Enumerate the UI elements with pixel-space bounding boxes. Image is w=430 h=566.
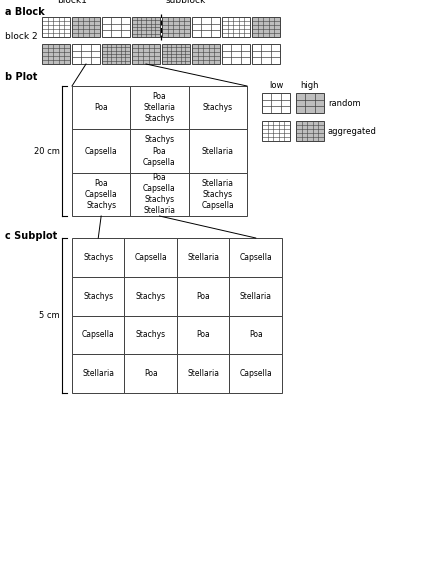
- Bar: [72, 173, 130, 216]
- Bar: [130, 173, 188, 216]
- Text: Poa: Poa: [144, 369, 157, 378]
- Text: Stachys: Stachys: [83, 253, 113, 262]
- Bar: [124, 354, 177, 393]
- Text: Stellaria: Stellaria: [201, 147, 233, 156]
- Text: Poa: Poa: [196, 291, 210, 301]
- Bar: [221, 44, 249, 64]
- Bar: [72, 238, 124, 277]
- Bar: [229, 238, 281, 277]
- Bar: [72, 354, 124, 393]
- Text: b Plot: b Plot: [5, 72, 37, 82]
- Bar: [188, 86, 246, 130]
- Bar: [229, 354, 281, 393]
- Bar: [72, 17, 100, 37]
- Text: Stellaria: Stellaria: [82, 369, 114, 378]
- Text: Stachys
Poa
Capsella: Stachys Poa Capsella: [143, 135, 175, 166]
- Text: c Subplot: c Subplot: [5, 231, 57, 241]
- Text: block 2: block 2: [5, 32, 37, 41]
- Bar: [177, 315, 229, 354]
- Text: subblock: subblock: [166, 0, 206, 5]
- Bar: [191, 44, 219, 64]
- Bar: [229, 277, 281, 315]
- Text: Poa: Poa: [94, 103, 108, 112]
- Text: Capsella: Capsella: [239, 369, 271, 378]
- Bar: [261, 121, 289, 141]
- Text: 5 cm: 5 cm: [39, 311, 60, 320]
- Text: Stachys: Stachys: [135, 291, 166, 301]
- Text: Capsella: Capsella: [85, 147, 117, 156]
- Bar: [261, 93, 289, 113]
- Bar: [130, 86, 188, 130]
- Bar: [295, 121, 323, 141]
- Bar: [42, 17, 70, 37]
- Text: Stachys: Stachys: [202, 103, 232, 112]
- Bar: [162, 44, 190, 64]
- Text: Poa: Poa: [248, 331, 262, 340]
- Text: Stellaria: Stellaria: [187, 253, 219, 262]
- Bar: [124, 315, 177, 354]
- Text: aggregated: aggregated: [327, 126, 376, 135]
- Bar: [102, 17, 130, 37]
- Bar: [177, 354, 229, 393]
- Bar: [132, 17, 160, 37]
- Text: Stachys: Stachys: [135, 331, 166, 340]
- Text: Stellaria
Stachys
Capsella: Stellaria Stachys Capsella: [201, 179, 233, 210]
- Bar: [72, 130, 130, 173]
- Text: Capsella: Capsella: [82, 331, 114, 340]
- Bar: [132, 44, 160, 64]
- Bar: [252, 17, 280, 37]
- Bar: [221, 17, 249, 37]
- Bar: [162, 17, 190, 37]
- Text: 20 cm: 20 cm: [34, 147, 60, 156]
- Bar: [102, 44, 130, 64]
- Text: Poa: Poa: [196, 331, 210, 340]
- Text: block1: block1: [57, 0, 87, 5]
- Bar: [72, 44, 100, 64]
- Bar: [72, 277, 124, 315]
- Bar: [42, 44, 70, 64]
- Text: low: low: [268, 81, 283, 90]
- Bar: [295, 93, 323, 113]
- Text: a Block: a Block: [5, 7, 45, 17]
- Bar: [124, 277, 177, 315]
- Text: Stachys: Stachys: [83, 291, 113, 301]
- Text: high: high: [300, 81, 319, 90]
- Bar: [229, 315, 281, 354]
- Text: random: random: [327, 98, 360, 108]
- Text: Capsella: Capsella: [239, 253, 271, 262]
- Bar: [188, 130, 246, 173]
- Bar: [130, 130, 188, 173]
- Text: Stellaria: Stellaria: [239, 291, 271, 301]
- Text: Poa
Stellaria
Stachys: Poa Stellaria Stachys: [143, 92, 175, 123]
- Text: Stellaria: Stellaria: [187, 369, 219, 378]
- Bar: [252, 44, 280, 64]
- Bar: [177, 238, 229, 277]
- Text: Capsella: Capsella: [134, 253, 167, 262]
- Bar: [177, 277, 229, 315]
- Text: Poa
Capsella
Stachys
Stellaria: Poa Capsella Stachys Stellaria: [143, 173, 175, 216]
- Text: Poa
Capsella
Stachys: Poa Capsella Stachys: [85, 179, 117, 210]
- Bar: [124, 238, 177, 277]
- Bar: [72, 315, 124, 354]
- Bar: [188, 173, 246, 216]
- Bar: [72, 86, 130, 130]
- Bar: [191, 17, 219, 37]
